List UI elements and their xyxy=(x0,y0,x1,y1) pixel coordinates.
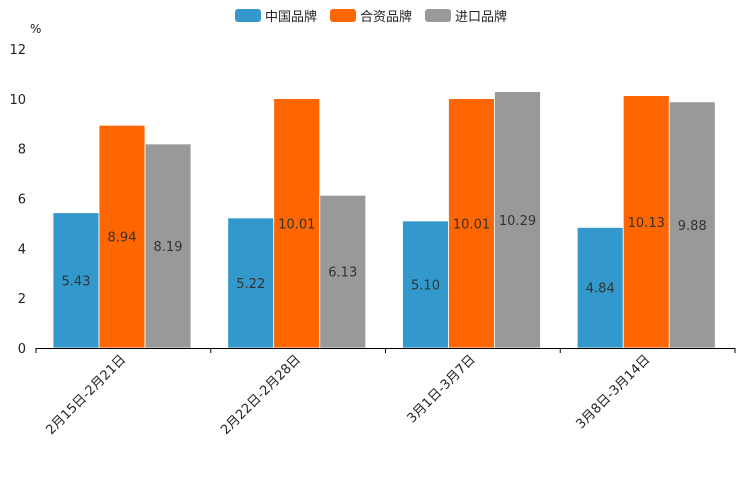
bar-value-label: 10.01 xyxy=(278,217,315,232)
bar xyxy=(273,98,321,349)
x-tick-label: 2月15日-2月21日 xyxy=(43,352,129,438)
bar-value-label: 8.19 xyxy=(154,240,183,255)
x-tick-label: 3月1日-3月7日 xyxy=(405,352,479,426)
bar-value-label: 8.94 xyxy=(108,231,137,246)
bar-value-label: 10.13 xyxy=(628,216,665,231)
bar-value-label: 6.13 xyxy=(328,266,357,281)
legend-swatch xyxy=(235,9,261,22)
bar-value-label: 9.88 xyxy=(678,219,707,234)
bar-value-label: 5.43 xyxy=(62,274,91,289)
y-axis-unit-label: % xyxy=(30,22,41,36)
legend-label: 进口品牌 xyxy=(455,9,507,25)
bar xyxy=(319,194,367,349)
legend-swatch xyxy=(330,9,356,22)
bar xyxy=(227,217,275,349)
bar-value-label: 10.29 xyxy=(499,214,536,229)
y-axis: 0 2 4 6 8 10 12 xyxy=(9,43,26,357)
bar-value-label: 10.01 xyxy=(453,217,490,232)
x-tick-label: 2月22日-2月28日 xyxy=(218,352,304,438)
y-tick-label: 2 xyxy=(18,292,26,307)
bar-value-label: 4.84 xyxy=(586,282,615,297)
y-tick-label: 10 xyxy=(9,93,26,108)
y-tick-label: 0 xyxy=(18,342,26,357)
y-tick-label: 8 xyxy=(18,143,26,158)
y-tick-label: 12 xyxy=(9,43,26,58)
legend-swatch xyxy=(425,9,451,22)
bar xyxy=(448,98,495,349)
legend-label: 合资品牌 xyxy=(360,9,412,25)
bar-value-label: 5.22 xyxy=(236,277,265,292)
bar xyxy=(52,212,100,349)
legend: 中国品牌 合资品牌 进口品牌 xyxy=(235,9,507,25)
bar xyxy=(144,143,192,349)
bar xyxy=(98,124,146,349)
bar xyxy=(576,227,624,349)
x-axis: 2月15日-2月21日 2月22日-2月28日 3月1日-3月7日 3月8日-3月14… xyxy=(35,348,736,438)
y-tick-label: 6 xyxy=(18,193,26,208)
bars-group: 5.43 8.94 8.19 5.22 10.01 6.13 5.10 10.01 10.29 4… xyxy=(52,91,716,349)
bar xyxy=(668,101,716,349)
bar-value-label: 5.10 xyxy=(411,278,440,293)
x-tick-label: 3月8日-3月14日 xyxy=(574,352,654,432)
legend-label: 中国品牌 xyxy=(265,9,317,25)
y-tick-label: 4 xyxy=(18,242,26,257)
